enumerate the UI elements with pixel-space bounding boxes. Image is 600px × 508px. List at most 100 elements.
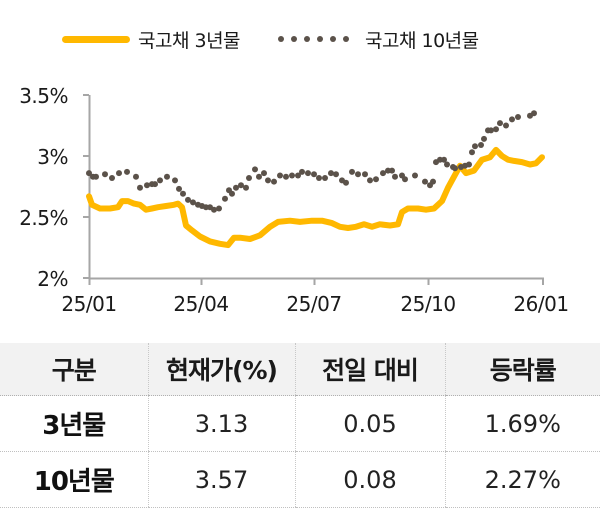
data-point xyxy=(137,184,143,191)
data-point xyxy=(478,142,484,148)
row-label-3-year: 3년물 xyxy=(0,395,148,452)
x-ticks xyxy=(88,278,544,285)
header-day-change: 전일 대비 xyxy=(294,343,445,396)
data-point xyxy=(389,167,395,174)
data-point xyxy=(252,166,258,173)
data-point xyxy=(311,171,317,178)
data-point xyxy=(102,171,108,178)
data-point xyxy=(233,184,239,191)
data-point xyxy=(144,182,150,189)
data-point xyxy=(444,161,450,168)
series-10-year-dots xyxy=(86,110,537,213)
y-tick-labels: 3.5% 3% 2.5% 2% xyxy=(19,84,68,291)
cell-current-price: 3.57 xyxy=(147,451,295,508)
data-point xyxy=(466,161,472,168)
header-current-price: 현재가(%) xyxy=(147,343,295,396)
data-point xyxy=(289,172,295,179)
row-label-10-year: 10년물 xyxy=(0,451,148,508)
data-point xyxy=(277,172,283,179)
data-point xyxy=(265,177,271,184)
cell-change-rate: 1.69% xyxy=(444,395,600,452)
legend-dotted-line-icon xyxy=(278,36,349,42)
data-point xyxy=(333,171,339,178)
data-point xyxy=(488,127,494,134)
data-point xyxy=(305,170,311,177)
series-3-year-line xyxy=(86,146,545,249)
data-point xyxy=(271,178,277,185)
legend-item-10-year: 국고채 10년물 xyxy=(278,22,479,56)
x-label-25-10: 25/10 xyxy=(400,292,455,316)
legend-label-10-year: 국고채 10년물 xyxy=(365,29,479,52)
x-tick-labels: 25/01 25/04 25/07 25/10 26/01 xyxy=(61,292,569,316)
data-point xyxy=(316,175,322,181)
data-point xyxy=(322,175,328,181)
data-point xyxy=(469,149,475,156)
data-point xyxy=(481,135,487,142)
data-point xyxy=(185,196,191,203)
data-point xyxy=(152,181,158,188)
data-point xyxy=(373,176,379,183)
data-point xyxy=(452,165,458,172)
data-point xyxy=(133,173,139,180)
data-point xyxy=(493,126,499,133)
data-point xyxy=(211,206,217,213)
data-point xyxy=(380,170,386,177)
data-point xyxy=(412,172,418,179)
legend-label-3-year: 국고채 3년물 xyxy=(138,29,241,52)
cell-day-change: 0.08 xyxy=(294,451,445,508)
data-point xyxy=(402,176,408,183)
data-point xyxy=(299,168,305,175)
table-row: 3년물 3.13 0.05 1.69% xyxy=(0,395,600,452)
data-point xyxy=(164,173,170,180)
data-point xyxy=(229,190,235,197)
data-point xyxy=(509,116,515,123)
data-point xyxy=(503,122,509,129)
y-label-3: 3% xyxy=(37,145,68,169)
x-label-25-07: 25/07 xyxy=(286,292,341,316)
data-point xyxy=(349,168,355,175)
data-point xyxy=(180,190,186,197)
x-label-25-01: 25/01 xyxy=(61,292,116,316)
data-point xyxy=(124,168,130,175)
table-header-row: 구분 현재가(%) 전일 대비 등락률 xyxy=(0,343,600,396)
data-point xyxy=(157,177,163,184)
data-point xyxy=(343,179,349,186)
header-category: 구분 xyxy=(0,343,148,396)
data-point xyxy=(109,175,115,181)
data-point xyxy=(238,182,244,189)
data-point xyxy=(116,170,122,177)
data-point xyxy=(246,175,252,181)
data-point xyxy=(283,173,289,180)
data-point xyxy=(422,178,428,185)
yield-chart: 3.5% 3% 2.5% 2% 25/01 25/04 25/07 25/10 … xyxy=(19,84,569,316)
legend-solid-line-icon xyxy=(62,35,130,43)
data-point xyxy=(497,120,503,127)
data-point xyxy=(86,170,92,177)
cell-day-change: 0.05 xyxy=(294,395,445,452)
table-row: 10년물 3.57 0.08 2.27% xyxy=(0,451,600,508)
data-point xyxy=(430,178,436,185)
header-change-rate: 등락률 xyxy=(444,343,600,396)
data-point xyxy=(472,143,478,150)
data-point xyxy=(93,173,99,180)
data-point xyxy=(367,177,373,184)
cell-change-rate: 2.27% xyxy=(444,451,600,508)
data-point xyxy=(222,195,228,202)
y-label-2: 2% xyxy=(37,267,68,291)
y-label-2.5: 2.5% xyxy=(19,206,68,230)
data-point xyxy=(355,171,361,178)
data-point xyxy=(243,184,249,191)
data-point xyxy=(328,170,334,177)
data-point xyxy=(441,156,447,163)
cell-current-price: 3.13 xyxy=(147,395,295,452)
data-point xyxy=(256,173,262,180)
data-point xyxy=(172,177,178,184)
data-point xyxy=(515,114,521,120)
chart-legend: 국고채 3년물 국고채 10년물 xyxy=(0,22,600,56)
data-point xyxy=(392,173,398,180)
legend-item-3-year: 국고채 3년물 xyxy=(62,22,241,56)
y-label-3.5: 3.5% xyxy=(19,84,68,108)
data-point xyxy=(362,171,368,178)
data-point xyxy=(216,205,222,212)
yield-quote-table: 구분 현재가(%) 전일 대비 등락률 3년물 3.13 0.05 1.69% … xyxy=(0,343,600,508)
